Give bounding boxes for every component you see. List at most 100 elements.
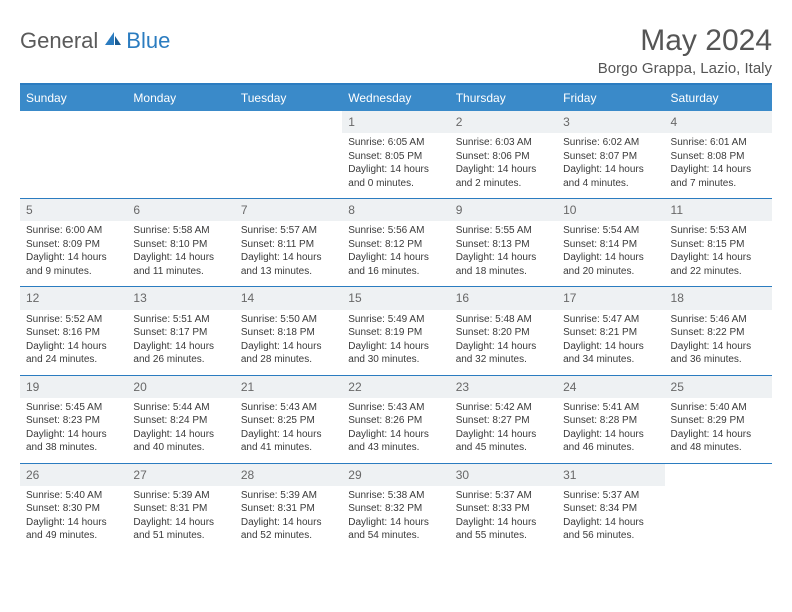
- daylight-text: Daylight: 14 hours and 49 minutes.: [26, 516, 121, 543]
- daylight-text: Daylight: 14 hours and 36 minutes.: [671, 340, 766, 367]
- day-cell: 3Sunrise: 6:02 AMSunset: 8:07 PMDaylight…: [557, 111, 664, 198]
- daylight-text: Daylight: 14 hours and 18 minutes.: [456, 251, 551, 278]
- day-cell: 9Sunrise: 5:55 AMSunset: 8:13 PMDaylight…: [450, 199, 557, 286]
- day-number: 14: [235, 287, 342, 309]
- sunrise-text: Sunrise: 5:42 AM: [456, 401, 551, 415]
- sunrise-text: Sunrise: 6:00 AM: [26, 224, 121, 238]
- sunset-text: Sunset: 8:13 PM: [456, 238, 551, 252]
- sunrise-text: Sunrise: 5:43 AM: [348, 401, 443, 415]
- day-cell: 14Sunrise: 5:50 AMSunset: 8:18 PMDayligh…: [235, 287, 342, 374]
- day-number: 1: [342, 111, 449, 133]
- day-number: 20: [127, 376, 234, 398]
- day-number: 16: [450, 287, 557, 309]
- sunrise-text: Sunrise: 5:52 AM: [26, 313, 121, 327]
- day-cell: 15Sunrise: 5:49 AMSunset: 8:19 PMDayligh…: [342, 287, 449, 374]
- week-row: 12Sunrise: 5:52 AMSunset: 8:16 PMDayligh…: [20, 286, 772, 374]
- sunrise-text: Sunrise: 5:51 AM: [133, 313, 228, 327]
- day-cell: 30Sunrise: 5:37 AMSunset: 8:33 PMDayligh…: [450, 464, 557, 551]
- sunset-text: Sunset: 8:16 PM: [26, 326, 121, 340]
- daylight-text: Daylight: 14 hours and 40 minutes.: [133, 428, 228, 455]
- daylight-text: Daylight: 14 hours and 46 minutes.: [563, 428, 658, 455]
- sunrise-text: Sunrise: 5:58 AM: [133, 224, 228, 238]
- day-cell: 17Sunrise: 5:47 AMSunset: 8:21 PMDayligh…: [557, 287, 664, 374]
- daylight-text: Daylight: 14 hours and 43 minutes.: [348, 428, 443, 455]
- sunrise-text: Sunrise: 5:45 AM: [26, 401, 121, 415]
- daylight-text: Daylight: 14 hours and 32 minutes.: [456, 340, 551, 367]
- sunset-text: Sunset: 8:19 PM: [348, 326, 443, 340]
- day-number: 6: [127, 199, 234, 221]
- day-cell: 26Sunrise: 5:40 AMSunset: 8:30 PMDayligh…: [20, 464, 127, 551]
- day-number: 28: [235, 464, 342, 486]
- sunrise-text: Sunrise: 5:48 AM: [456, 313, 551, 327]
- weeks-container: ...1Sunrise: 6:05 AMSunset: 8:05 PMDayli…: [20, 111, 772, 551]
- day-cell: 29Sunrise: 5:38 AMSunset: 8:32 PMDayligh…: [342, 464, 449, 551]
- daylight-text: Daylight: 14 hours and 2 minutes.: [456, 163, 551, 190]
- sunset-text: Sunset: 8:26 PM: [348, 414, 443, 428]
- day-number: 9: [450, 199, 557, 221]
- weekday-col: Saturday: [665, 85, 772, 111]
- sunset-text: Sunset: 8:09 PM: [26, 238, 121, 252]
- day-cell: 2Sunrise: 6:03 AMSunset: 8:06 PMDaylight…: [450, 111, 557, 198]
- day-number: 13: [127, 287, 234, 309]
- daylight-text: Daylight: 14 hours and 28 minutes.: [241, 340, 336, 367]
- day-cell: 8Sunrise: 5:56 AMSunset: 8:12 PMDaylight…: [342, 199, 449, 286]
- day-cell: 20 Sunrise: 5:44 AMSunset: 8:24 PMDayligh…: [127, 376, 234, 463]
- day-cell: 27Sunrise: 5:39 AMSunset: 8:31 PMDayligh…: [127, 464, 234, 551]
- sunrise-text: Sunrise: 5:38 AM: [348, 489, 443, 503]
- sail-icon: [102, 28, 122, 54]
- sunset-text: Sunset: 8:20 PM: [456, 326, 551, 340]
- day-number: 10: [557, 199, 664, 221]
- sunset-text: Sunset: 8:12 PM: [348, 238, 443, 252]
- day-number: 17: [557, 287, 664, 309]
- daylight-text: Daylight: 14 hours and 13 minutes.: [241, 251, 336, 278]
- day-cell: 5Sunrise: 6:00 AMSunset: 8:09 PMDaylight…: [20, 199, 127, 286]
- sunset-text: Sunset: 8:21 PM: [563, 326, 658, 340]
- weekday-col: Monday: [127, 85, 234, 111]
- weekday-col: Tuesday: [235, 85, 342, 111]
- day-number: 25: [665, 376, 772, 398]
- daylight-text: Daylight: 14 hours and 7 minutes.: [671, 163, 766, 190]
- daylight-text: Daylight: 14 hours and 54 minutes.: [348, 516, 443, 543]
- day-number: 22: [342, 376, 449, 398]
- daylight-text: Daylight: 14 hours and 9 minutes.: [26, 251, 121, 278]
- sunset-text: Sunset: 8:17 PM: [133, 326, 228, 340]
- day-cell: 23Sunrise: 5:42 AMSunset: 8:27 PMDayligh…: [450, 376, 557, 463]
- sunset-text: Sunset: 8:07 PM: [563, 150, 658, 164]
- day-cell: 10Sunrise: 5:54 AMSunset: 8:14 PMDayligh…: [557, 199, 664, 286]
- week-row: 19Sunrise: 5:45 AMSunset: 8:23 PMDayligh…: [20, 375, 772, 463]
- sunset-text: Sunset: 8:05 PM: [348, 150, 443, 164]
- weekday-col: Friday: [557, 85, 664, 111]
- sunrise-text: Sunrise: 5:37 AM: [456, 489, 551, 503]
- day-cell: 11Sunrise: 5:53 AMSunset: 8:15 PMDayligh…: [665, 199, 772, 286]
- daylight-text: Daylight: 14 hours and 22 minutes.: [671, 251, 766, 278]
- sunrise-text: Sunrise: 6:01 AM: [671, 136, 766, 150]
- daylight-text: Daylight: 14 hours and 51 minutes.: [133, 516, 228, 543]
- day-number: 23: [450, 376, 557, 398]
- title-block: May 2024 Borgo Grappa, Lazio, Italy: [598, 24, 772, 77]
- day-number: 15: [342, 287, 449, 309]
- day-number: 2: [450, 111, 557, 133]
- sunset-text: Sunset: 8:31 PM: [133, 502, 228, 516]
- day-cell: .: [665, 464, 772, 551]
- sunset-text: Sunset: 8:22 PM: [671, 326, 766, 340]
- daylight-text: Daylight: 14 hours and 11 minutes.: [133, 251, 228, 278]
- day-number: 21: [235, 376, 342, 398]
- sunrise-text: Sunrise: 5:53 AM: [671, 224, 766, 238]
- sunset-text: Sunset: 8:24 PM: [133, 414, 228, 428]
- daylight-text: Daylight: 14 hours and 41 minutes.: [241, 428, 336, 455]
- sunset-text: Sunset: 8:34 PM: [563, 502, 658, 516]
- month-title: May 2024: [598, 24, 772, 58]
- weekday-col: Wednesday: [342, 85, 449, 111]
- brand-part1: General: [20, 28, 98, 54]
- daylight-text: Daylight: 14 hours and 26 minutes.: [133, 340, 228, 367]
- sunrise-text: Sunrise: 6:02 AM: [563, 136, 658, 150]
- day-cell: 4Sunrise: 6:01 AMSunset: 8:08 PMDaylight…: [665, 111, 772, 198]
- daylight-text: Daylight: 14 hours and 48 minutes.: [671, 428, 766, 455]
- sunset-text: Sunset: 8:30 PM: [26, 502, 121, 516]
- sunset-text: Sunset: 8:28 PM: [563, 414, 658, 428]
- daylight-text: Daylight: 14 hours and 20 minutes.: [563, 251, 658, 278]
- day-cell: 12Sunrise: 5:52 AMSunset: 8:16 PMDayligh…: [20, 287, 127, 374]
- week-row: 26Sunrise: 5:40 AMSunset: 8:30 PMDayligh…: [20, 463, 772, 551]
- daylight-text: Daylight: 14 hours and 45 minutes.: [456, 428, 551, 455]
- sunrise-text: Sunrise: 5:44 AM: [133, 401, 228, 415]
